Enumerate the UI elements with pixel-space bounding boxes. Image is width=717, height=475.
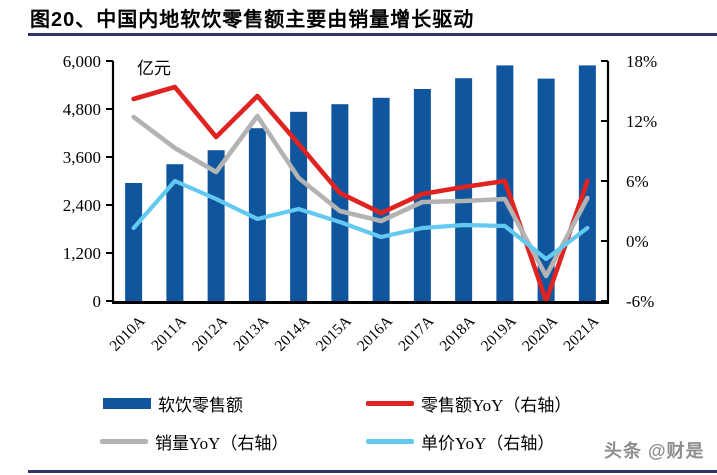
volume-yoy-line bbox=[131, 113, 590, 279]
legend-label: 销量YoY（右轴） bbox=[155, 434, 289, 453]
combo-chart: 0 1,200 2,400 3,600 4,800 6,000 -6% 0% 6% 12% 18% 2… bbox=[63, 52, 657, 355]
price-yoy-line bbox=[131, 178, 590, 262]
left-axis-tick-label: 0 bbox=[93, 292, 102, 311]
legend-line-swatch-cyan bbox=[366, 439, 414, 444]
watermark: 头条 @财是 bbox=[604, 441, 705, 461]
bar-2014A bbox=[290, 111, 308, 301]
legend-label: 软饮零售额 bbox=[158, 396, 243, 415]
legend-line-swatch-red bbox=[366, 401, 414, 406]
bar-2018A bbox=[455, 78, 473, 301]
left-axis-tick-label: 4,800 bbox=[63, 100, 101, 119]
bar-2020A bbox=[537, 78, 555, 301]
left-axis-tick-label: 6,000 bbox=[63, 52, 101, 71]
x-axis-tick-label: 2014A bbox=[272, 312, 314, 354]
x-axis-tick-label: 2018A bbox=[437, 312, 479, 354]
legend-item-retail-yoy: 零售额YoY（右轴） bbox=[366, 391, 571, 416]
legend-label: 零售额YoY（右轴） bbox=[421, 396, 572, 415]
legend-item-volume-yoy: 销量YoY（右轴） bbox=[100, 429, 288, 454]
bar-2015A bbox=[331, 104, 349, 301]
figure-title: 图20、中国内地软饮零售额主要由销量增长驱动 bbox=[30, 9, 475, 31]
left-axis-tick-label: 3,600 bbox=[63, 148, 101, 167]
title-divider bbox=[28, 33, 717, 36]
legend-line-swatch-gray bbox=[100, 439, 148, 444]
legend-item-price-yoy: 单价YoY（右轴） bbox=[366, 429, 554, 454]
right-axis-tick-label: 12% bbox=[626, 112, 657, 131]
bar-2016A bbox=[372, 97, 390, 301]
left-axis-tick-label: 1,200 bbox=[63, 244, 101, 263]
bar-2010A bbox=[125, 183, 143, 301]
bar-2011A bbox=[166, 164, 184, 301]
right-axis-tick-label: -6% bbox=[626, 292, 654, 311]
right-axis-tick-label: 0% bbox=[626, 232, 649, 251]
x-axis-tick-label: 2017A bbox=[395, 312, 437, 354]
legend-label: 单价YoY（右轴） bbox=[421, 434, 555, 453]
x-axis-tick-label: 2013A bbox=[230, 312, 272, 354]
right-axis-tick-label: 6% bbox=[626, 172, 649, 191]
bar-2012A bbox=[207, 150, 225, 301]
x-axis-tick-label: 2010A bbox=[107, 312, 149, 354]
footer-divider bbox=[28, 470, 717, 473]
x-axis-tick-label: 2016A bbox=[354, 312, 396, 354]
x-axis-tick-label: 2020A bbox=[519, 312, 561, 354]
left-axis-tick-label: 2,400 bbox=[63, 196, 101, 215]
retail-yoy-line bbox=[131, 84, 590, 304]
bar-2013A bbox=[248, 128, 266, 301]
x-axis-tick-label: 2021A bbox=[560, 312, 602, 354]
x-axis-tick-label: 2012A bbox=[189, 312, 231, 354]
bar-series bbox=[125, 65, 596, 302]
legend-bar-swatch bbox=[103, 398, 151, 409]
legend-item-retail-sales: 软饮零售额 bbox=[103, 391, 243, 416]
x-axis-tick-label: 2015A bbox=[313, 312, 355, 354]
x-axis-tick-label: 2019A bbox=[478, 312, 520, 354]
left-axis-unit-label: 亿元 bbox=[137, 59, 171, 78]
x-axis-tick-label: 2011A bbox=[148, 312, 190, 354]
right-axis-tick-label: 18% bbox=[626, 52, 657, 71]
